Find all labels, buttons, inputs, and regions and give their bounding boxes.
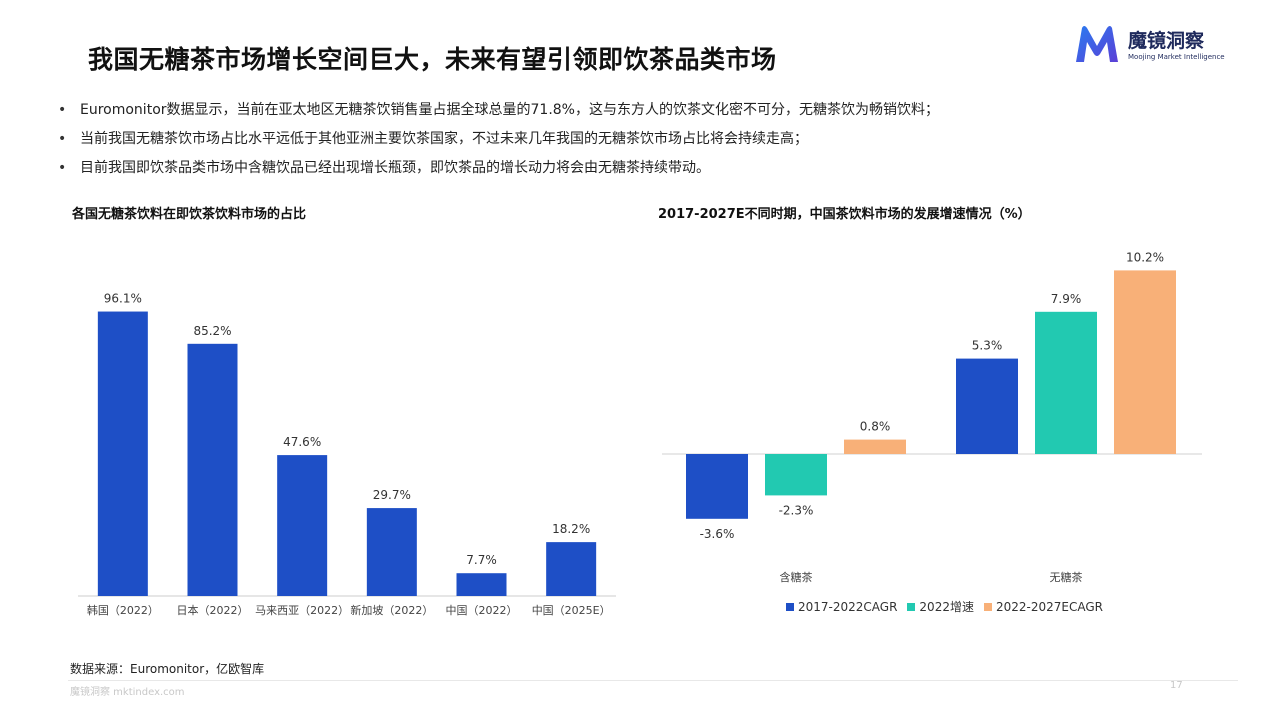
- bullet-item: 目前我国即饮茶品类市场中含糖饮品已经出现增长瓶颈，即饮茶品的增长动力将会由无糖茶…: [58, 154, 939, 183]
- data-label: 85.2%: [193, 324, 231, 338]
- bar: [97, 311, 148, 596]
- tick-label: 中国（2025E）: [532, 604, 611, 617]
- legend-swatch: [786, 602, 794, 611]
- bullet-item: 当前我国无糖茶饮市场占比水平远低于其他亚洲主要饮茶国家，不过未来几年我国的无糖茶…: [58, 125, 939, 154]
- bullet-list: Euromonitor数据显示，当前在亚太地区无糖茶饮销售量占据全球总量的71.…: [58, 96, 939, 183]
- data-label: 18.2%: [552, 522, 590, 536]
- data-label: -2.3%: [779, 503, 814, 517]
- legend-item: 2022-2027ECAGR: [983, 598, 1103, 615]
- tick-label: 中国（2022）: [446, 604, 518, 617]
- bar: [686, 454, 748, 519]
- page-title: 我国无糖茶市场增长空间巨大，未来有望引领即饮茶品类市场: [88, 45, 777, 74]
- bar: [456, 573, 507, 596]
- legend-label: 2022-2027ECAGR: [995, 599, 1103, 614]
- bullet-item: Euromonitor数据显示，当前在亚太地区无糖茶饮销售量占据全球总量的71.…: [58, 96, 939, 125]
- bar: [277, 455, 328, 596]
- chart-title-share: 各国无糖茶饮料在即饮茶饮料市场的占比: [72, 207, 307, 222]
- legend-label: 2017-2022CAGR: [798, 599, 898, 614]
- footer-divider: [68, 680, 1238, 681]
- category-label: 无糖茶: [1050, 570, 1083, 584]
- legend-swatch: [907, 602, 916, 611]
- legend-label: 2022增速: [919, 600, 974, 614]
- growth-chart-legend: 2017-2022CAGR 2022增速 2022-2027ECAGR: [786, 598, 1103, 615]
- data-label: 7.7%: [466, 553, 497, 567]
- bar: [1114, 270, 1176, 454]
- brand-logo: 魔镜洞察 Moojing Market Intelligence: [1072, 22, 1232, 68]
- page-number: 17: [1170, 680, 1183, 691]
- data-label: 47.6%: [283, 435, 321, 449]
- logo-subtitle: Moojing Market Intelligence: [1128, 53, 1225, 61]
- bar: [765, 454, 827, 496]
- legend-item: 2022增速: [907, 598, 974, 615]
- legend-item: 2017-2022CAGR: [786, 598, 897, 615]
- logo-name: 魔镜洞察: [1128, 30, 1205, 52]
- category-label: 含糖茶: [780, 570, 813, 584]
- moojing-logo-icon: [1076, 26, 1118, 62]
- tick-label: 日本（2022）: [177, 603, 249, 617]
- data-label: 0.8%: [860, 420, 891, 434]
- chart-title-growth: 2017-2027E不同时期，中国茶饮料市场的发展增速情况（%）: [658, 207, 1031, 222]
- data-label: -3.6%: [700, 527, 735, 541]
- bar: [1035, 311, 1097, 454]
- bar: [844, 439, 906, 454]
- bar: [366, 508, 417, 596]
- footer-watermark: 魔镜洞察 mktindex.com: [70, 687, 185, 698]
- data-label: 7.9%: [1051, 292, 1082, 306]
- bar: [187, 343, 238, 596]
- bar: [546, 542, 597, 596]
- tick-label: 新加坡（2022）: [350, 603, 433, 617]
- tick-label: 马来西亚（2022）: [255, 604, 349, 617]
- data-label: 5.3%: [972, 339, 1003, 353]
- legend-swatch: [983, 602, 992, 611]
- data-source: 数据来源：Euromonitor，亿欧智库: [70, 662, 265, 676]
- data-label: 29.7%: [373, 488, 411, 502]
- data-label: 96.1%: [104, 292, 142, 306]
- bar: [956, 358, 1018, 454]
- data-label: 10.2%: [1126, 250, 1164, 264]
- tick-label: 韩国（2022）: [87, 603, 159, 617]
